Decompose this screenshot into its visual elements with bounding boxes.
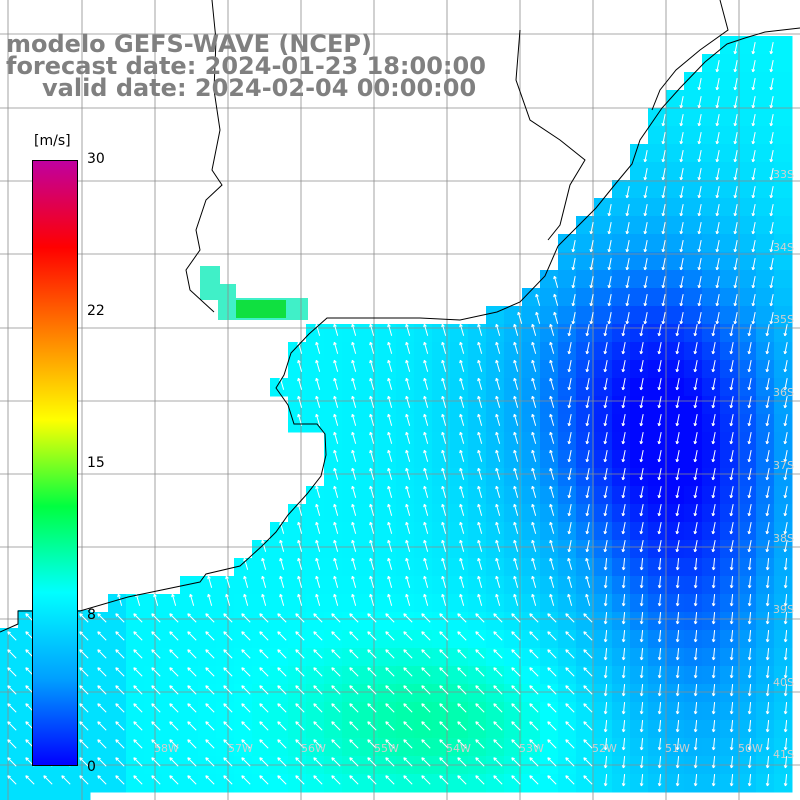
colorbar-gradient xyxy=(33,161,77,765)
lat-label: 33S xyxy=(773,168,794,181)
lon-label: 56W xyxy=(301,742,326,755)
lat-label: 34S xyxy=(773,241,794,254)
lon-label: 57W xyxy=(228,742,253,755)
model-title: modelo GEFS-WAVE (NCEP) xyxy=(6,30,372,58)
lat-label: 37S xyxy=(773,459,794,472)
lon-label: 50W xyxy=(738,742,763,755)
lat-label: 36S xyxy=(773,386,794,399)
coastline xyxy=(0,0,800,633)
wind-vectors xyxy=(7,42,788,787)
forecast-date: forecast date: 2024-01-23 18:00:00 xyxy=(6,52,486,80)
colorbar-tick-0: 0 xyxy=(87,759,96,775)
lon-label: 52W xyxy=(592,742,617,755)
lat-label: 40S xyxy=(773,676,794,689)
colorbar-tick-22: 22 xyxy=(87,303,105,319)
colorbar-tick-15: 15 xyxy=(87,455,105,471)
colorbar-frame xyxy=(32,160,78,766)
lat-label: 38S xyxy=(773,532,794,545)
colorbar-unit: [m/s] xyxy=(34,133,71,149)
lat-label: 35S xyxy=(773,313,794,326)
lat-label: 41S xyxy=(773,748,794,761)
colorbar-tick-8: 8 xyxy=(87,607,96,623)
lon-label: 53W xyxy=(519,742,544,755)
lat-label: 39S xyxy=(773,603,794,616)
colorbar-tick-30: 30 xyxy=(87,151,105,167)
lon-label: 54W xyxy=(446,742,471,755)
lon-label: 55W xyxy=(374,742,399,755)
wind-speed-field xyxy=(0,36,793,800)
valid-date: valid date: 2024-02-04 00:00:00 xyxy=(42,74,477,102)
lon-label: 58W xyxy=(154,742,179,755)
lon-label: 51W xyxy=(665,742,690,755)
